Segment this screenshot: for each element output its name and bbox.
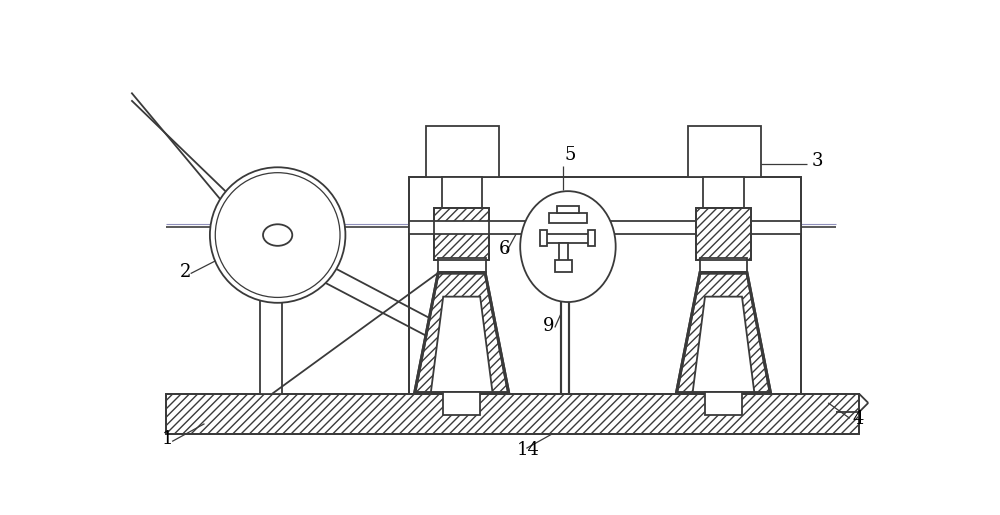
Polygon shape xyxy=(414,272,509,393)
Bar xyxy=(555,261,572,272)
Bar xyxy=(166,393,859,434)
Bar xyxy=(557,206,579,214)
Bar xyxy=(703,177,744,208)
Text: 3: 3 xyxy=(811,152,823,170)
Bar xyxy=(409,221,801,233)
Ellipse shape xyxy=(520,191,616,302)
Polygon shape xyxy=(676,272,771,393)
Bar xyxy=(409,177,801,393)
Polygon shape xyxy=(693,297,754,392)
Bar xyxy=(434,208,489,261)
Text: 14: 14 xyxy=(516,441,539,459)
Bar xyxy=(409,177,801,393)
Bar xyxy=(549,214,587,222)
Bar xyxy=(696,208,751,261)
Bar xyxy=(705,392,742,415)
Bar xyxy=(688,127,761,177)
Text: 6: 6 xyxy=(499,241,510,259)
Polygon shape xyxy=(415,273,508,392)
Bar xyxy=(540,230,547,246)
Text: 4: 4 xyxy=(853,410,864,427)
Bar xyxy=(443,392,480,415)
Bar xyxy=(260,269,282,393)
Text: 2: 2 xyxy=(180,263,191,281)
Text: 9: 9 xyxy=(543,317,555,335)
Bar xyxy=(426,127,499,177)
Text: 1: 1 xyxy=(162,431,174,449)
Polygon shape xyxy=(431,297,492,392)
Polygon shape xyxy=(677,273,770,392)
Bar xyxy=(559,243,568,262)
Bar xyxy=(588,230,595,246)
Bar xyxy=(696,208,751,261)
Bar xyxy=(438,258,486,272)
Bar xyxy=(442,177,482,208)
Text: 5: 5 xyxy=(565,146,576,164)
Bar xyxy=(545,233,591,243)
Bar xyxy=(434,208,489,261)
Bar xyxy=(166,393,859,434)
Circle shape xyxy=(210,167,345,303)
Bar xyxy=(700,258,747,272)
